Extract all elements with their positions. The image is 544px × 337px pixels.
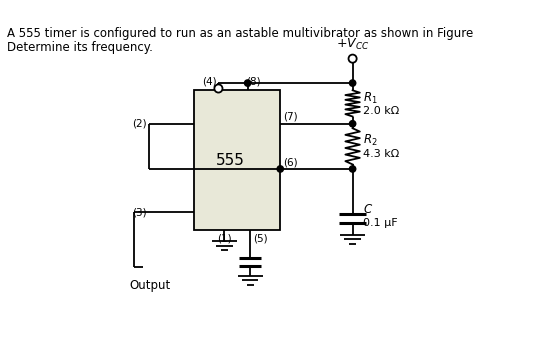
Bar bbox=[194, 90, 280, 231]
Text: Determine its frequency.: Determine its frequency. bbox=[7, 40, 153, 54]
Text: (5): (5) bbox=[253, 233, 268, 243]
Text: $C$: $C$ bbox=[363, 203, 374, 216]
Text: $R_2$: $R_2$ bbox=[363, 133, 378, 149]
Circle shape bbox=[349, 166, 356, 172]
Circle shape bbox=[349, 121, 356, 127]
Circle shape bbox=[349, 55, 357, 63]
Text: (6): (6) bbox=[283, 157, 298, 167]
Text: (8): (8) bbox=[246, 77, 261, 87]
Text: (2): (2) bbox=[132, 119, 146, 129]
Circle shape bbox=[214, 85, 222, 93]
Text: (7): (7) bbox=[283, 112, 298, 122]
Text: 4.3 kΩ: 4.3 kΩ bbox=[363, 149, 400, 159]
Circle shape bbox=[244, 80, 251, 86]
Text: 555: 555 bbox=[215, 153, 245, 168]
Circle shape bbox=[349, 80, 356, 86]
Text: (1): (1) bbox=[217, 233, 232, 243]
Text: (4): (4) bbox=[202, 77, 217, 87]
Text: $R_1$: $R_1$ bbox=[363, 90, 378, 105]
Text: A 555 timer is configured to run as an astable multivibrator as shown in Figure: A 555 timer is configured to run as an a… bbox=[7, 27, 473, 40]
Text: 2.0 kΩ: 2.0 kΩ bbox=[363, 105, 400, 116]
Circle shape bbox=[277, 166, 283, 172]
Text: 0.1 μF: 0.1 μF bbox=[363, 218, 398, 228]
Text: $+V_{CC}$: $+V_{CC}$ bbox=[336, 37, 369, 52]
Text: Output: Output bbox=[129, 279, 170, 292]
Text: (3): (3) bbox=[132, 207, 146, 217]
